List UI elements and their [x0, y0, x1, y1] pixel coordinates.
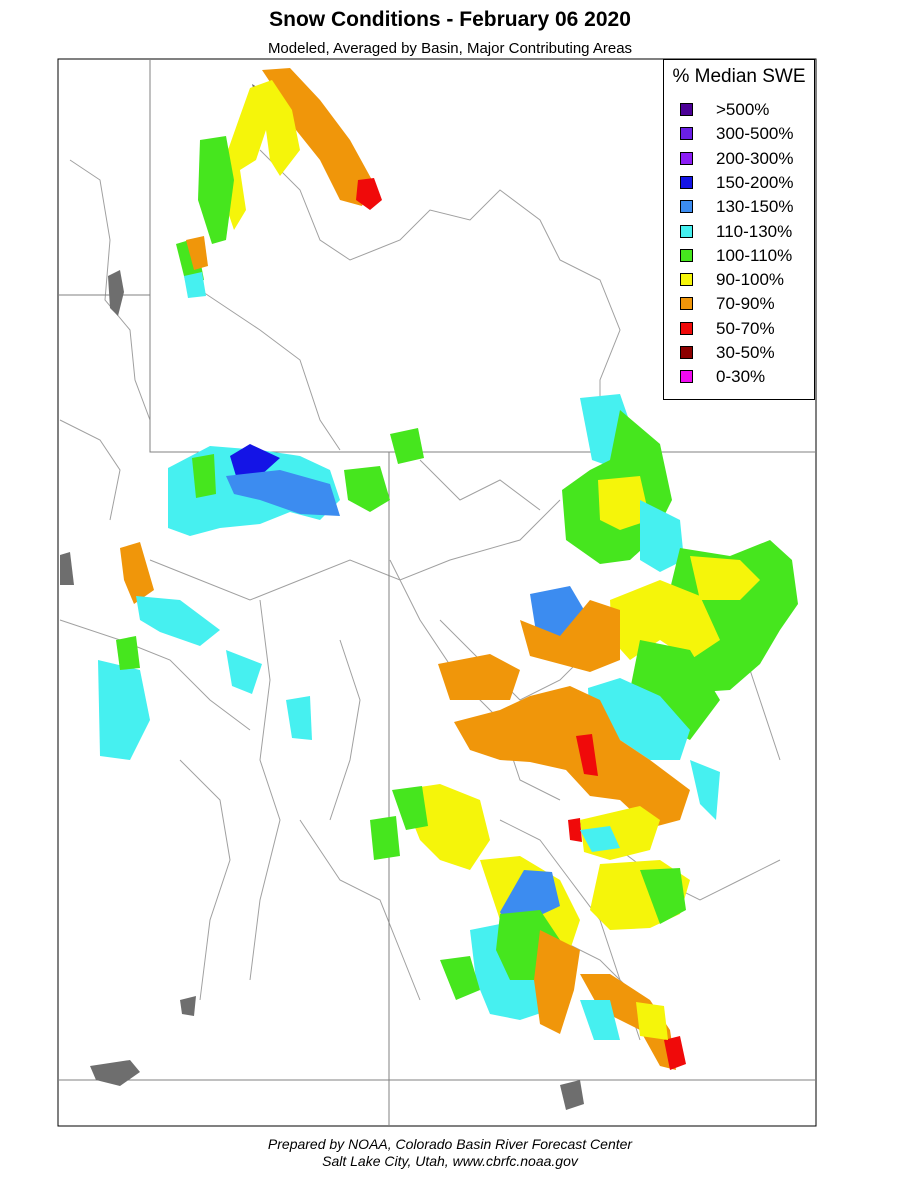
legend-swatch — [680, 200, 693, 214]
map-frame — [57, 58, 817, 1127]
legend-label: 300-500% — [716, 124, 794, 144]
footer-credit: Prepared by NOAA, Colorado Basin River F… — [267, 1136, 633, 1152]
legend-label: 70-90% — [716, 294, 775, 314]
legend-title: % Median SWE — [672, 66, 806, 87]
legend-swatch — [680, 248, 693, 262]
legend-swatch — [680, 224, 693, 238]
footer-address: Salt Lake City, Utah, www.cbrfc.noaa.gov — [322, 1153, 578, 1169]
legend-label: 130-150% — [716, 197, 794, 217]
legend-label: >500% — [716, 100, 770, 119]
legend-label: 110-130% — [716, 221, 793, 241]
legend-swatch — [680, 321, 693, 335]
map-legend: % Median SWE >500% 300-500% 200-300% 150-20… — [663, 59, 815, 400]
legend-swatch — [680, 127, 693, 141]
legend-swatch — [680, 151, 693, 165]
legend-label: 0-30% — [716, 367, 766, 387]
legend-swatch — [680, 297, 693, 311]
map-title: Snow Conditions - February 06 2020 — [269, 8, 631, 31]
legend-label: 200-300% — [716, 148, 794, 168]
legend-swatch — [680, 370, 693, 384]
legend-label: 150-200% — [716, 172, 794, 192]
legend-swatch — [680, 273, 693, 287]
legend-label: 100-110% — [716, 245, 793, 265]
legend-swatch — [680, 103, 693, 116]
legend-label: 30-50% — [716, 343, 775, 362]
map-subtitle: Modeled, Averaged by Basin, Major Contri… — [267, 40, 633, 57]
legend-swatch — [680, 175, 693, 189]
legend-label: 90-100% — [716, 270, 785, 290]
legend-label: 50-70% — [716, 318, 775, 338]
legend-swatch — [680, 346, 693, 359]
snow-regions — [98, 68, 798, 1070]
